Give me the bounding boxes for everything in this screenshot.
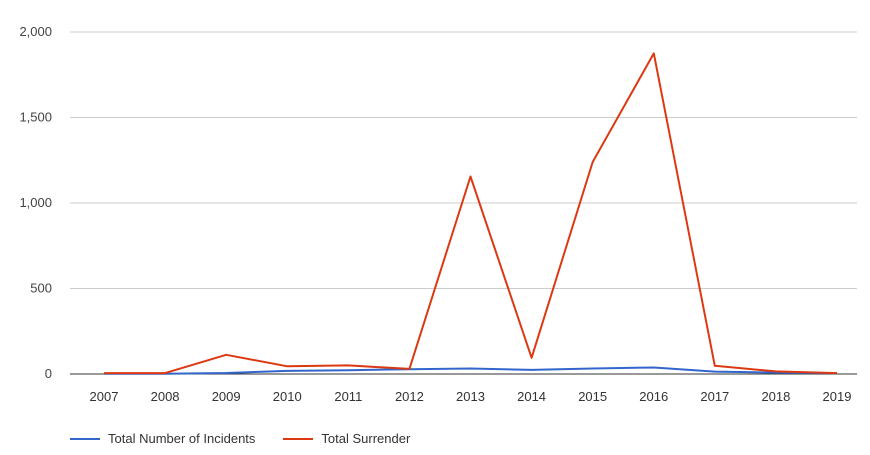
x-tick-label: 2011 [334, 389, 362, 404]
x-tick-label: 2019 [823, 389, 852, 404]
legend-item-incidents[interactable]: Total Number of Incidents [70, 431, 255, 446]
data-point-surrender[interactable] [590, 159, 596, 165]
y-tick-label: 1,000 [19, 195, 52, 210]
data-point-incidents[interactable] [468, 366, 474, 372]
x-tick-label: 2010 [273, 389, 302, 404]
data-point-surrender[interactable] [468, 173, 474, 179]
x-tick-label: 2017 [700, 389, 729, 404]
series-lines [101, 50, 840, 376]
legend-label-surrender: Total Surrender [321, 431, 411, 446]
data-point-surrender[interactable] [284, 363, 290, 369]
series-line-incidents[interactable] [104, 366, 838, 375]
x-tick-label: 2016 [639, 389, 668, 404]
legend-item-surrender[interactable]: Total Surrender [283, 431, 410, 446]
y-tick-label: 1,500 [19, 110, 52, 125]
x-tick-label: 2018 [761, 389, 790, 404]
line-chart: 0 500 1,000 1,500 2,000 2007 2008 2009 2010 2011… [19, 24, 857, 404]
x-tick-label: 2014 [517, 389, 546, 404]
data-point-incidents[interactable] [651, 365, 657, 371]
data-point-surrender[interactable] [529, 355, 535, 361]
legend-swatch-surrender [283, 437, 314, 440]
data-point-incidents[interactable] [223, 370, 229, 376]
x-tick-label: 2012 [395, 389, 424, 404]
data-point-surrender[interactable] [712, 363, 718, 369]
data-point-surrender[interactable] [101, 370, 107, 376]
data-point-incidents[interactable] [712, 369, 718, 375]
y-tick-label: 2,000 [19, 24, 52, 39]
data-point-incidents[interactable] [529, 367, 535, 373]
x-tick-label: 2007 [90, 389, 119, 404]
data-point-surrender[interactable] [651, 50, 657, 56]
y-axis-ticks: 0 500 1,000 1,500 2,000 [19, 24, 52, 381]
x-tick-label: 2015 [578, 389, 607, 404]
legend-swatch-incidents [70, 437, 100, 440]
legend-label-incidents: Total Number of Incidents [108, 431, 256, 446]
data-point-surrender[interactable] [345, 362, 351, 368]
data-point-incidents[interactable] [590, 366, 596, 372]
x-tick-label: 2009 [212, 389, 241, 404]
y-tick-label: 0 [45, 366, 52, 381]
legend: Total Number of Incidents Total Surrende… [70, 431, 438, 446]
data-point-surrender[interactable] [223, 352, 229, 358]
x-tick-label: 2008 [151, 389, 180, 404]
data-point-surrender[interactable] [406, 366, 412, 372]
x-tick-label: 2013 [456, 389, 485, 404]
grid-lines [70, 31, 857, 375]
data-point-surrender[interactable] [162, 370, 168, 376]
x-axis-ticks: 2007 2008 2009 2010 2011 2012 2013 2014 2015 2016… [90, 389, 852, 404]
data-point-surrender[interactable] [773, 368, 779, 374]
y-tick-label: 500 [30, 281, 52, 296]
series-line-surrender[interactable] [104, 52, 838, 375]
data-point-surrender[interactable] [834, 370, 840, 376]
